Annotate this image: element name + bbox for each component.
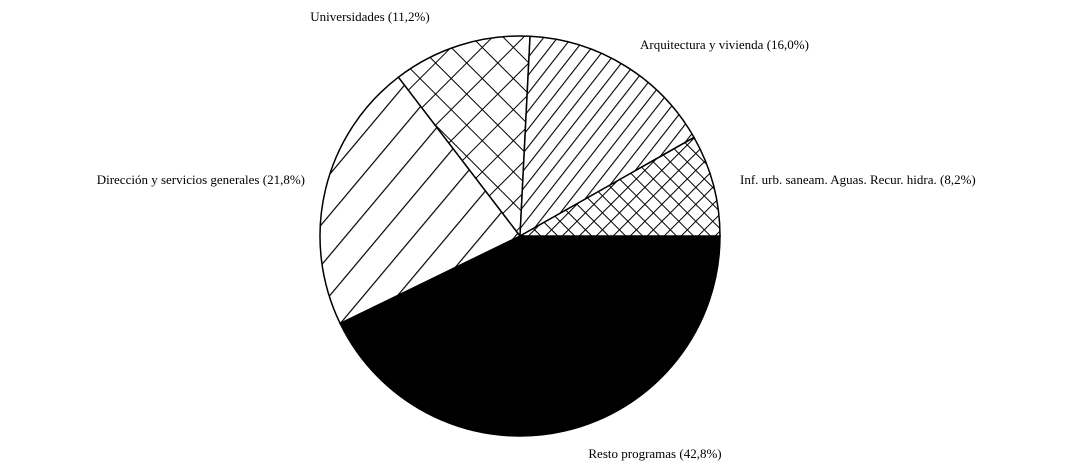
slice-name: Universidades (310, 9, 384, 24)
pie-slice (519, 35, 696, 238)
pie-slice (319, 76, 522, 325)
slice-label: Arquitectura y vivienda (16,0%) (640, 37, 809, 52)
slice-label: Resto programas (42,8%) (588, 446, 721, 461)
pie-slice (339, 235, 721, 437)
slice-label: Dirección y servicios generales (21,8%) (97, 172, 305, 187)
pie-slice (397, 35, 531, 239)
slice-name: Resto programas (588, 446, 676, 461)
slice-name: Dirección y servicios generales (97, 172, 260, 187)
slice-value-label: (11,2%) (388, 9, 430, 24)
slice-name: Arquitectura y vivienda (640, 37, 764, 52)
slice-label: Universidades (11,2%) (310, 9, 429, 24)
pie (319, 35, 721, 437)
slice-value-label: (42,8%) (679, 446, 721, 461)
slice-value-label: (8,2%) (940, 172, 976, 187)
labels: Resto programas (42,8%) Dirección y servi… (97, 9, 976, 461)
slice-value-label: (16,0%) (767, 37, 809, 52)
pie-slice (517, 136, 721, 237)
slice-value-label: (21,8%) (263, 172, 305, 187)
slice-label: Inf. urb. saneam. Aguas. Recur. hidra. (… (740, 172, 976, 187)
slice-name: Inf. urb. saneam. Aguas. Recur. hidra. (740, 172, 937, 187)
